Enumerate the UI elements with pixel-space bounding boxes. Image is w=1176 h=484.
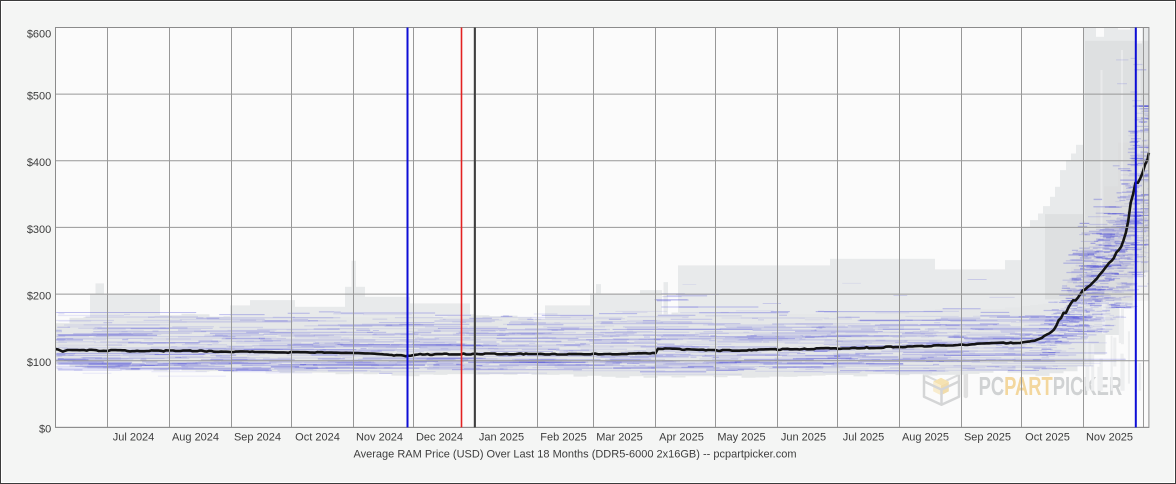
svg-text:Sep 2025: Sep 2025 xyxy=(964,431,1011,443)
svg-text:Apr 2025: Apr 2025 xyxy=(659,431,704,443)
svg-text:May 2025: May 2025 xyxy=(717,431,765,443)
svg-text:Jul 2024: Jul 2024 xyxy=(113,431,155,443)
svg-text:$0: $0 xyxy=(39,424,51,436)
svg-text:Mar 2025: Mar 2025 xyxy=(596,431,642,443)
svg-text:$200: $200 xyxy=(27,290,51,302)
svg-text:Oct 2024: Oct 2024 xyxy=(295,431,340,443)
svg-text:Jun 2025: Jun 2025 xyxy=(781,431,826,443)
svg-text:$600: $600 xyxy=(27,28,51,40)
svg-text:Nov 2024: Nov 2024 xyxy=(356,431,403,443)
svg-text:Aug 2024: Aug 2024 xyxy=(172,431,219,443)
svg-text:$300: $300 xyxy=(27,224,51,236)
svg-text:Average RAM Price (USD) Over L: Average RAM Price (USD) Over Last 18 Mon… xyxy=(353,448,796,460)
svg-text:$100: $100 xyxy=(27,357,51,369)
svg-text:Dec 2024: Dec 2024 xyxy=(416,431,463,443)
svg-text:Feb 2025: Feb 2025 xyxy=(540,431,586,443)
svg-text:Jul 2025: Jul 2025 xyxy=(843,431,885,443)
svg-text:Jan 2025: Jan 2025 xyxy=(479,431,524,443)
svg-text:Aug 2025: Aug 2025 xyxy=(902,431,949,443)
svg-text:$500: $500 xyxy=(27,90,51,102)
svg-text:$400: $400 xyxy=(27,157,51,169)
svg-text:Sep 2024: Sep 2024 xyxy=(234,431,281,443)
svg-text:Oct 2025: Oct 2025 xyxy=(1025,431,1070,443)
svg-text:Nov 2025: Nov 2025 xyxy=(1086,431,1133,443)
